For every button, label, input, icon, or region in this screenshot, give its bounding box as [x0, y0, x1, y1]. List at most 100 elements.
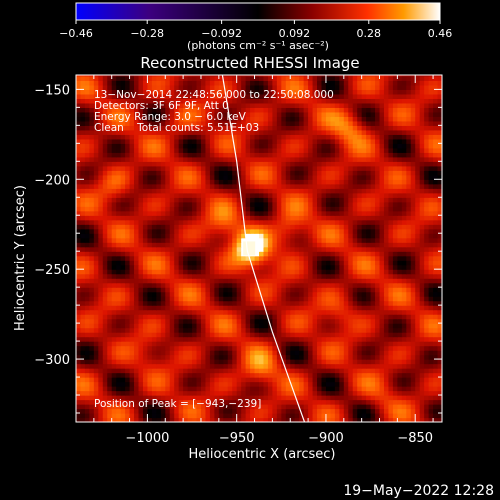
heatmap-cell — [209, 170, 215, 176]
heatmap-cell — [263, 300, 269, 306]
heatmap-cell — [263, 381, 269, 387]
heatmap-cell — [303, 395, 309, 401]
heatmap-cell — [165, 287, 171, 293]
heatmap-cell — [308, 170, 314, 176]
heatmap-cell — [339, 197, 345, 203]
heatmap-cell — [317, 183, 323, 189]
heatmap-cell — [388, 291, 394, 297]
heatmap-cell — [272, 327, 278, 333]
heatmap-cell — [415, 282, 421, 288]
heatmap-cell — [142, 224, 149, 230]
heatmap-cell — [134, 188, 140, 194]
heatmap-cell — [415, 309, 421, 315]
heatmap-cell — [250, 269, 256, 275]
heatmap-cell — [281, 165, 287, 171]
heatmap-cell — [111, 197, 117, 203]
heatmap-cell — [245, 368, 251, 374]
heatmap-cell — [84, 170, 90, 176]
heatmap-cell — [89, 399, 95, 405]
heatmap-cell — [102, 147, 108, 153]
heatmap-cell — [312, 192, 318, 198]
heatmap-cell — [236, 354, 242, 360]
heatmap-cell — [303, 354, 309, 360]
heatmap-cell — [433, 377, 439, 383]
heatmap-cell — [357, 368, 363, 374]
heatmap-cell — [312, 282, 318, 288]
heatmap-cell — [406, 246, 412, 252]
heatmap-cell — [312, 269, 318, 275]
heatmap-cell — [343, 206, 349, 212]
heatmap-cell — [134, 174, 140, 180]
heatmap-cell — [321, 147, 327, 153]
heatmap-cell — [245, 282, 251, 288]
heatmap-cell — [134, 273, 140, 279]
heatmap-cell — [348, 291, 354, 297]
heatmap-cell — [433, 192, 439, 198]
heatmap-cell — [138, 206, 144, 212]
heatmap-cell — [120, 359, 126, 365]
heatmap-cell — [196, 354, 202, 360]
heatmap-cell — [415, 350, 421, 356]
heatmap-cell — [325, 206, 332, 212]
heatmap-cell — [433, 219, 439, 225]
heatmap-cell — [348, 368, 354, 374]
heatmap-cell — [361, 350, 367, 356]
heatmap-cell — [205, 377, 211, 383]
heatmap-cell — [160, 197, 166, 203]
heatmap-cell — [321, 323, 327, 329]
heatmap-cell — [107, 413, 113, 419]
heatmap-cell — [116, 179, 122, 185]
heatmap-cell — [138, 246, 144, 252]
heatmap-cell — [111, 215, 117, 221]
heatmap-cell — [366, 323, 372, 329]
heatmap-cell — [178, 206, 184, 212]
heatmap-cell — [102, 251, 108, 257]
heatmap-cell — [178, 156, 184, 162]
heatmap-cell — [370, 336, 376, 342]
heatmap-cell — [334, 287, 340, 293]
heatmap-cell — [178, 179, 184, 185]
heatmap-cell — [263, 413, 269, 419]
heatmap-cell — [330, 309, 336, 315]
heatmap-cell — [406, 332, 412, 338]
heatmap-cell — [205, 237, 211, 243]
heatmap-cell — [348, 156, 354, 162]
heatmap-cell — [259, 242, 265, 248]
heatmap-cell — [196, 395, 202, 401]
heatmap-cell — [111, 368, 117, 374]
heatmap-cell — [169, 201, 175, 207]
heatmap-cell — [174, 359, 180, 365]
heatmap-cell — [98, 237, 104, 243]
heatmap-cell — [116, 201, 122, 207]
heatmap-cell — [366, 390, 372, 396]
heatmap-cell — [267, 242, 273, 248]
heatmap-cell — [406, 228, 412, 234]
heatmap-cell — [218, 336, 224, 342]
heatmap-cell — [330, 390, 336, 396]
heatmap-cell — [236, 161, 242, 167]
heatmap-cell — [147, 300, 153, 306]
heatmap-cell — [339, 219, 345, 225]
heatmap-cell — [93, 251, 99, 257]
heatmap-cell — [209, 165, 215, 171]
heatmap-cell — [200, 161, 207, 167]
heatmap-cell — [383, 314, 390, 320]
heatmap-cell — [357, 291, 363, 297]
heatmap-cell — [437, 417, 442, 422]
heatmap-cell — [84, 233, 90, 239]
heatmap-cell — [375, 318, 381, 324]
heatmap-cell — [433, 170, 439, 176]
heatmap-cell — [321, 341, 327, 347]
heatmap-cell — [165, 372, 171, 378]
heatmap-cell — [330, 332, 336, 338]
heatmap-cell — [76, 165, 82, 171]
heatmap-cell — [107, 188, 113, 194]
heatmap-cell — [433, 332, 439, 338]
heatmap-cell — [428, 341, 434, 347]
heatmap-cell — [428, 305, 434, 311]
heatmap-cell — [334, 368, 340, 374]
heatmap-cell — [107, 219, 113, 225]
heatmap-cell — [134, 201, 140, 207]
heatmap-cell — [178, 287, 184, 293]
heatmap-cell — [267, 287, 273, 293]
